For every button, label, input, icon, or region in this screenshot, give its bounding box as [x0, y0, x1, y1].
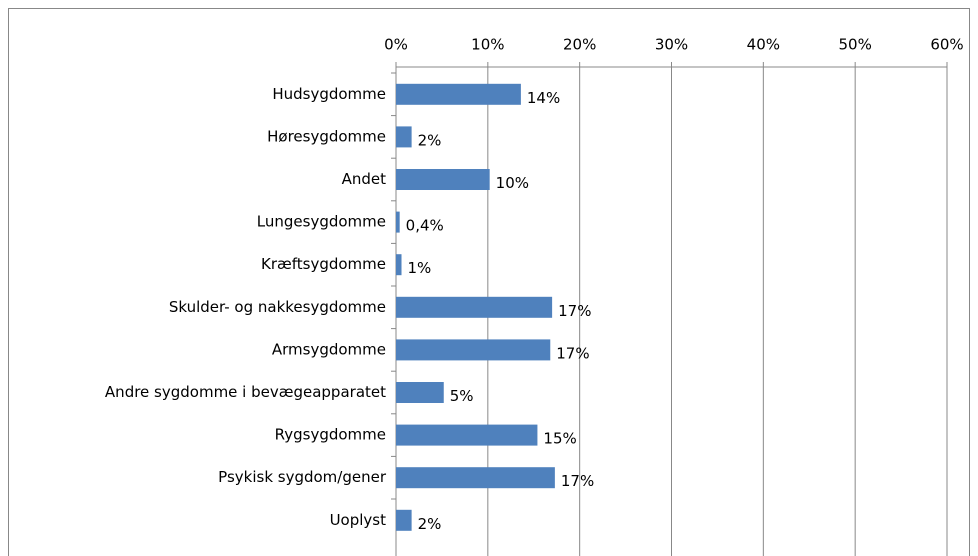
bar	[396, 169, 490, 190]
bar	[396, 467, 555, 489]
bar	[396, 254, 402, 276]
y-tick-label: Armsygdomme	[272, 340, 386, 358]
y-tick-label: Uoplyst	[330, 511, 387, 529]
data-label: 14%	[527, 89, 560, 107]
x-tick-label: 10%	[471, 36, 504, 54]
x-tick-label: 0%	[384, 36, 408, 54]
bar	[396, 126, 412, 148]
data-label: 17%	[556, 344, 589, 362]
bar	[396, 509, 412, 531]
bar	[396, 83, 521, 105]
bar	[396, 424, 538, 446]
data-label: 2%	[418, 515, 442, 533]
x-tick-label: 40%	[747, 36, 780, 54]
y-tick-label: Rygsygdomme	[275, 426, 386, 444]
data-label: 17%	[561, 472, 594, 490]
data-label: 2%	[418, 131, 442, 149]
data-label: 10%	[496, 174, 529, 192]
y-tick-label: Andre sygdomme i bevægeapparatet	[105, 383, 386, 401]
y-tick-label: Lungesygdomme	[257, 213, 386, 231]
x-tick-label: 50%	[838, 36, 871, 54]
x-tick-label: 30%	[655, 36, 688, 54]
y-tick-label: Skulder- og nakkesygdomme	[169, 298, 386, 316]
data-label: 5%	[450, 387, 474, 405]
chart-border	[8, 8, 970, 556]
y-tick-label: Høresygdomme	[267, 127, 386, 145]
y-tick-label: Andet	[342, 170, 387, 188]
bar	[396, 339, 551, 361]
data-label: 1%	[408, 259, 432, 277]
data-label: 17%	[558, 302, 591, 320]
data-label: 0,4%	[406, 217, 444, 235]
bar	[396, 296, 553, 318]
bar	[396, 382, 444, 403]
data-label: 15%	[543, 430, 576, 448]
bar	[396, 211, 400, 233]
x-tick-label: 20%	[563, 36, 596, 54]
y-tick-label: Hudsygdomme	[272, 85, 386, 103]
x-tick-label: 60%	[930, 36, 963, 54]
y-tick-label: Psykisk sygdom/gener	[218, 468, 387, 486]
y-tick-label: Kræftsygdomme	[261, 255, 386, 273]
